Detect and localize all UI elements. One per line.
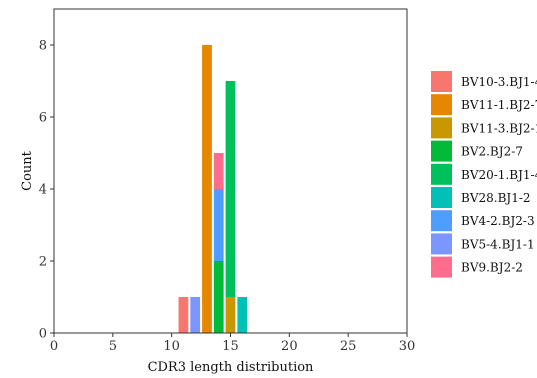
legend-label: BV11-1.BJ2-7 bbox=[461, 98, 537, 112]
x-tick-label: 5 bbox=[109, 339, 117, 354]
x-tick-label: 10 bbox=[163, 339, 180, 354]
legend-label: BV4-2.BJ2-3 bbox=[461, 214, 535, 228]
x-tick-label: 0 bbox=[50, 339, 58, 354]
y-tick-label: 4 bbox=[39, 183, 47, 198]
x-tick-label: 30 bbox=[399, 339, 416, 354]
y-axis: 0 2 4 6 8 bbox=[39, 39, 54, 342]
bar-layer bbox=[178, 45, 248, 333]
y-tick-label: 0 bbox=[39, 327, 47, 342]
bar-bv4-2-bj2-3 bbox=[213, 189, 224, 261]
y-tick-label: 8 bbox=[39, 39, 47, 54]
legend-label: BV5-4.BJ1-1 bbox=[461, 237, 535, 251]
legend-label: BV9.BJ2-2 bbox=[461, 261, 523, 275]
bar-bv10-3-bj1-4 bbox=[178, 297, 189, 333]
y-tick-label: 2 bbox=[39, 255, 47, 270]
legend-label: BV2.BJ2-7 bbox=[461, 145, 523, 159]
legend-key-bv9-bj2-2 bbox=[431, 256, 452, 278]
bar-bv20-1-bj1-4 bbox=[225, 81, 236, 297]
legend-label: BV10-3.BJ1-4 bbox=[461, 75, 537, 89]
x-axis: 0 5 10 15 20 25 30 bbox=[50, 333, 415, 354]
legend-label: BV28.BJ1-2 bbox=[461, 191, 531, 205]
legend-key-bv28-bj1-2 bbox=[431, 187, 452, 208]
y-axis-title: Count bbox=[20, 150, 35, 191]
bar-bv9-bj2-2 bbox=[213, 153, 224, 189]
bar-bv11-1-bj2-7 bbox=[202, 45, 212, 333]
x-axis-title: CDR3 length distribution bbox=[148, 360, 314, 375]
legend-key-bv2-bj2-7 bbox=[431, 140, 452, 162]
bar-bv5-4-bj1-1 bbox=[190, 297, 201, 333]
legend-key-bv11-1-bj2-7 bbox=[431, 94, 452, 116]
legend-label: BV20-1.BJ1-4 bbox=[461, 168, 537, 182]
legend: BV10-3.BJ1-4 BV11-1.BJ2-7 BV11-3.BJ2-1 BV2.… bbox=[431, 71, 537, 278]
y-tick-label: 6 bbox=[39, 111, 47, 126]
x-tick-label: 25 bbox=[340, 339, 357, 354]
legend-key-bv20-1-bj1-4 bbox=[431, 163, 452, 185]
bar-bv11-3-bj2-1 bbox=[225, 297, 236, 333]
legend-key-bv5-4-bj1-1 bbox=[431, 233, 452, 255]
legend-key-bv11-3-bj2-1 bbox=[431, 117, 452, 139]
legend-key-bv10-3-bj1-4 bbox=[431, 71, 452, 92]
x-tick-label: 20 bbox=[281, 339, 298, 354]
bar-bv28-bj1-2 bbox=[237, 297, 248, 333]
legend-label: BV11-3.BJ2-1 bbox=[461, 121, 537, 135]
bar-bv2-bj2-7 bbox=[213, 261, 224, 333]
x-tick-label: 15 bbox=[222, 339, 239, 354]
legend-key-bv4-2-bj2-3 bbox=[431, 210, 452, 232]
